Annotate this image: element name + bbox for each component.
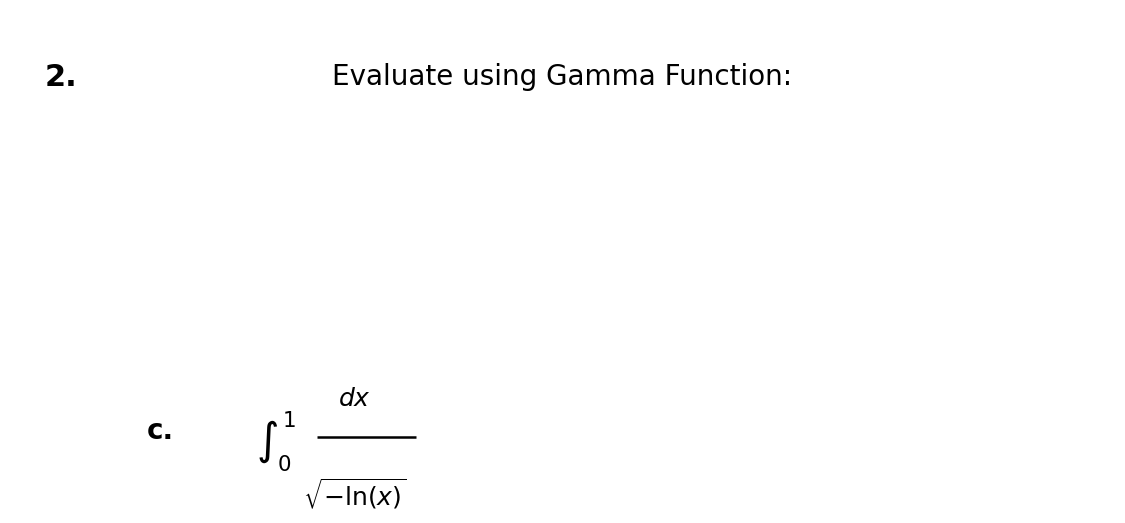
Text: 2.: 2. [45, 63, 78, 92]
Text: $dx$: $dx$ [338, 386, 371, 411]
Text: c.: c. [147, 417, 174, 446]
Text: $\sqrt{-\ln(x)}$: $\sqrt{-\ln(x)}$ [303, 476, 406, 511]
Text: Evaluate using Gamma Function:: Evaluate using Gamma Function: [333, 63, 792, 91]
Text: $\int_0^1$: $\int_0^1$ [255, 410, 296, 474]
